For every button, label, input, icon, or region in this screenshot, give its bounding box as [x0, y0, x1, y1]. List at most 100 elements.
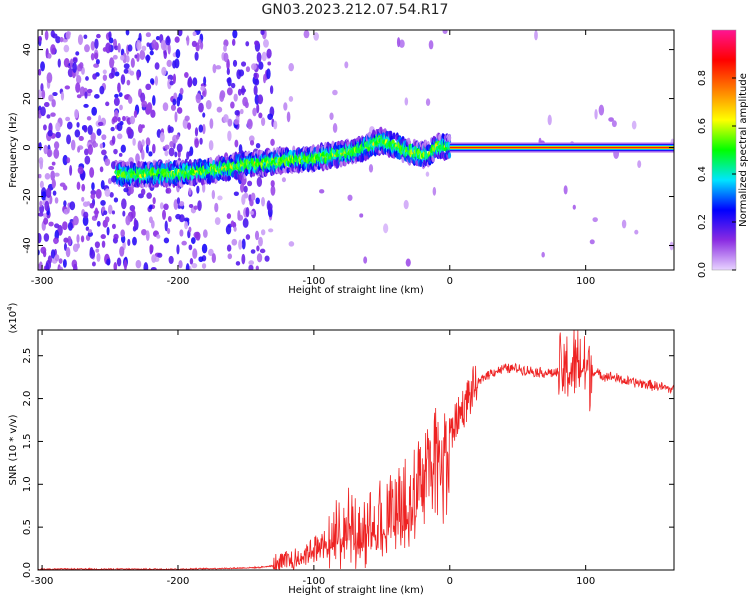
spectrogram-cell	[140, 92, 146, 103]
spectrogram-cell	[611, 120, 617, 128]
spectrogram-cell	[43, 102, 50, 108]
spectrogram-cell	[425, 98, 431, 106]
spectrogram-cell	[125, 161, 130, 167]
spectrogram-cell	[259, 248, 266, 254]
spectrogram-cell	[179, 87, 184, 95]
spectrogram-cell	[132, 137, 136, 146]
spectrogram-cell	[95, 248, 100, 253]
spectrogram-cell	[200, 85, 206, 91]
spectrogram-cell	[38, 89, 42, 99]
spectrogram-cell	[95, 59, 100, 65]
spectrogram-cell	[89, 249, 96, 259]
spectrogram-cell	[403, 199, 409, 210]
spectrogram-cell	[84, 91, 88, 99]
spectrogram-cell	[113, 262, 118, 270]
spectrogram-cell	[233, 191, 239, 196]
spectrogram-cell	[319, 189, 325, 194]
spectrogram-cell	[93, 142, 99, 148]
spectrogram-cell	[383, 223, 389, 234]
spectrogram-cell	[187, 122, 192, 130]
spectrogram-cell	[248, 135, 255, 143]
spectrogram-cell	[288, 149, 293, 156]
spectrogram-cell	[110, 161, 117, 170]
spectrogram-cell	[50, 249, 56, 259]
spectrogram-cell	[198, 102, 204, 113]
spectrogram-cell	[392, 132, 396, 140]
spectrogram-cell	[84, 148, 89, 156]
spectrogram-cell	[239, 172, 243, 181]
spectrogram-cell	[241, 253, 246, 265]
spectrogram-x-tick-label: -100	[303, 276, 326, 287]
spectrogram-cell	[250, 249, 256, 254]
spectrogram-cell	[40, 83, 44, 92]
spectrogram-cell	[38, 35, 43, 42]
spectrogram-cell	[168, 255, 174, 265]
spectrogram-cell	[238, 69, 245, 77]
spectrogram-cell	[178, 200, 185, 207]
spectrogram-cell	[87, 229, 92, 234]
spectrogram-cell	[108, 31, 112, 39]
spectrogram-cell	[44, 200, 50, 212]
snr-y-tick-label: 1.5	[22, 433, 33, 449]
spectrogram-cell	[65, 246, 71, 258]
spectrogram-cell	[75, 51, 80, 56]
spectrogram-cell	[241, 194, 246, 206]
spectrogram-cell	[87, 144, 93, 155]
spectrogram-cell	[116, 133, 123, 140]
spectrogram-cell	[246, 118, 253, 130]
spectrogram-cell	[242, 218, 249, 228]
spectrogram-cell	[109, 192, 114, 198]
spectrogram-cell	[266, 200, 271, 211]
spectrogram-cell	[608, 117, 614, 122]
spectrogram-cell	[127, 186, 134, 195]
spectrogram-cell	[85, 76, 89, 81]
spectrogram-cell	[113, 233, 119, 240]
spectrogram-cell	[245, 234, 251, 240]
spectrogram-frame	[37, 29, 675, 271]
spectrogram-y-tick-label: 20	[22, 92, 33, 105]
spectrogram-cell	[54, 197, 59, 204]
spectrogram-cell	[104, 158, 111, 166]
spectrogram-cell	[589, 239, 595, 245]
spectrogram-cell	[244, 101, 249, 109]
spectrogram-cell	[112, 54, 118, 60]
spectrogram-cell	[166, 59, 172, 68]
spectrogram-cell	[432, 186, 437, 196]
spectrogram-cell	[174, 36, 180, 43]
spectrogram-cell	[114, 45, 119, 51]
spectrogram-cell	[105, 101, 110, 107]
spectrogram-cell	[92, 73, 97, 80]
snr-y-scale-suffix: )	[8, 302, 19, 306]
spectrogram-cell	[54, 172, 60, 177]
spectrogram-cell	[152, 143, 156, 154]
spectrogram-cell	[51, 161, 56, 166]
spectrogram-cell	[59, 36, 64, 43]
spectrogram-cell	[45, 262, 50, 270]
spectrogram-cell	[232, 59, 238, 67]
spectrogram-cell	[214, 217, 221, 225]
spectrogram-cell	[149, 50, 154, 56]
spectrogram-cell	[594, 109, 598, 120]
spectrogram-cell	[50, 170, 56, 181]
spectrogram-cell	[91, 106, 98, 116]
spectrogram-cell	[288, 62, 295, 72]
spectrogram-cell	[168, 147, 175, 157]
spectrogram-cell	[140, 188, 146, 196]
spectrogram-cell	[116, 257, 122, 267]
spectrogram-cell	[119, 104, 123, 111]
spectrogram-cell	[273, 120, 278, 130]
spectrogram-cell	[245, 207, 250, 218]
spectrogram-cell	[46, 72, 53, 84]
spectrogram-cell	[254, 230, 260, 241]
spectrogram-cell	[267, 61, 272, 66]
spectrogram-cell	[232, 30, 238, 39]
spectrogram-cell	[227, 253, 233, 260]
spectrogram-y-ticks: -40 -20 0 20 40	[22, 43, 674, 254]
spectrogram-cell	[254, 78, 260, 86]
spectrogram-cell	[59, 182, 66, 187]
spectrogram-cell	[135, 153, 140, 164]
spectrogram-cell	[248, 264, 254, 270]
spectrogram-cell	[94, 52, 99, 60]
spectrogram-y-label: Frequency (Hz)	[8, 112, 19, 188]
